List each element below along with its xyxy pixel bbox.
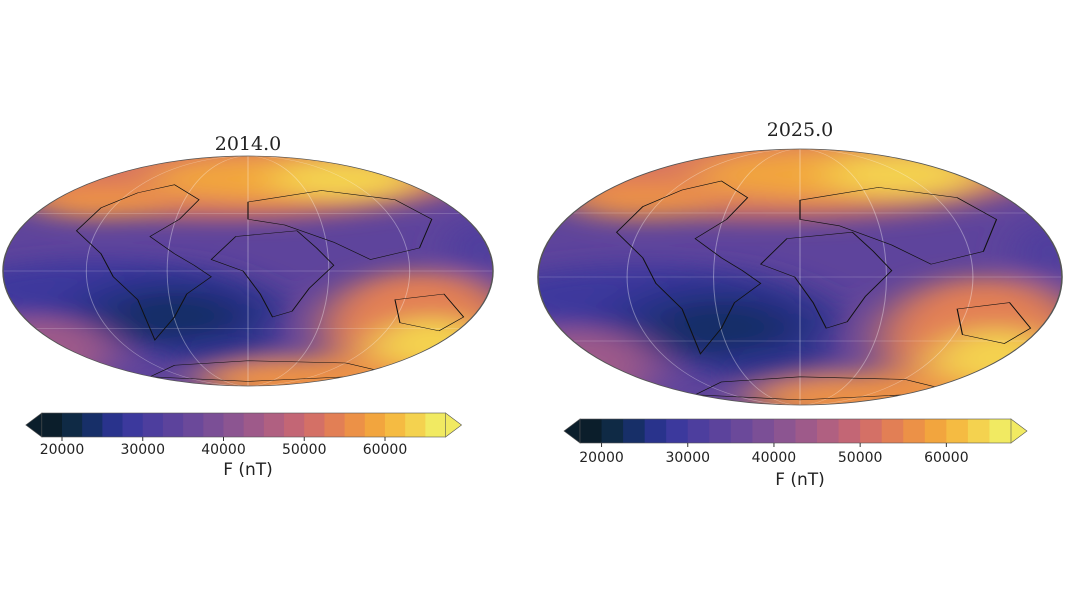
colorbar-segment: [666, 419, 689, 443]
colorbar-segment: [752, 419, 775, 443]
map-panel: 2025.0: [486, 91, 1067, 424]
colorbar-tick-label: 40000: [752, 450, 797, 466]
colorbar-segment: [122, 413, 144, 437]
colorbar-segment: [102, 413, 124, 437]
colorbar-frame: [579, 418, 1012, 444]
colorbar-segment: [263, 413, 285, 437]
colorbar-tick-label: 30000: [665, 450, 710, 466]
colorbar-tick-label: 40000: [201, 442, 246, 458]
colorbar-segment: [601, 419, 624, 443]
colorbar-tick-label: 50000: [282, 442, 327, 458]
colorbar-extend: [25, 412, 43, 438]
map-title: 2014.0: [215, 133, 281, 155]
colorbar-segment: [967, 419, 990, 443]
colorbar-segment: [730, 419, 753, 443]
colorbar-segment: [142, 413, 164, 437]
colorbar-extend: [1010, 418, 1028, 444]
colorbar-segment: [203, 413, 224, 437]
colorbar-label: F (nT): [775, 470, 825, 490]
colorbar: 20000 30000 40000 50000 60000 F (nT): [25, 412, 463, 480]
colorbar-segment: [924, 419, 947, 443]
colorbar-segment: [709, 419, 732, 443]
colorbar-segment: [162, 413, 184, 437]
colorbar-tick-label: 60000: [363, 442, 408, 458]
colorbar-tick-label: 20000: [40, 442, 85, 458]
colorbar-segment: [817, 419, 840, 443]
colorbar-extend: [563, 418, 581, 444]
colorbar-segment: [82, 413, 103, 437]
colorbar-segment: [773, 419, 796, 443]
colorbar-segment: [364, 413, 386, 437]
colorbar-segment: [344, 413, 366, 437]
colorbar-tick-label: 30000: [120, 442, 165, 458]
colorbar-segment: [324, 413, 346, 437]
colorbar-segment: [795, 419, 818, 443]
colorbar-tick-label: 50000: [838, 450, 883, 466]
colorbar-segment: [946, 419, 969, 443]
colorbar-segment: [183, 413, 204, 437]
colorbar-segment: [644, 419, 667, 443]
colorbar-segment: [284, 413, 305, 437]
colorbar-segment: [687, 419, 710, 443]
colorbar-segment: [41, 413, 63, 437]
colorbar-segment: [881, 419, 904, 443]
colorbar-segment: [838, 419, 861, 443]
colorbar-segment: [623, 419, 646, 443]
colorbar: 20000 30000 40000 50000 60000 F (nT): [563, 418, 1028, 490]
colorbar-label: F (nT): [223, 460, 273, 480]
colorbar-segment: [243, 413, 265, 437]
colorbar-segment: [425, 413, 447, 437]
map: [486, 91, 1067, 424]
colorbar-segment: [384, 413, 406, 437]
colorbar-segment: [61, 413, 83, 437]
colorbar-segment: [903, 419, 926, 443]
colorbar-segment: [223, 413, 245, 437]
colorbar-extend: [445, 412, 463, 438]
map-panel: 2014.0: [0, 104, 517, 403]
colorbar-segment: [860, 419, 883, 443]
colorbar-tick-label: 20000: [579, 450, 624, 466]
colorbar-tick-label: 60000: [924, 450, 969, 466]
colorbar-segment: [580, 419, 603, 443]
map-title: 2025.0: [767, 119, 833, 141]
colorbar-frame: [41, 412, 446, 438]
colorbar-segment: [989, 419, 1012, 443]
colorbar-segment: [304, 413, 325, 437]
colorbar-segment: [405, 413, 426, 437]
